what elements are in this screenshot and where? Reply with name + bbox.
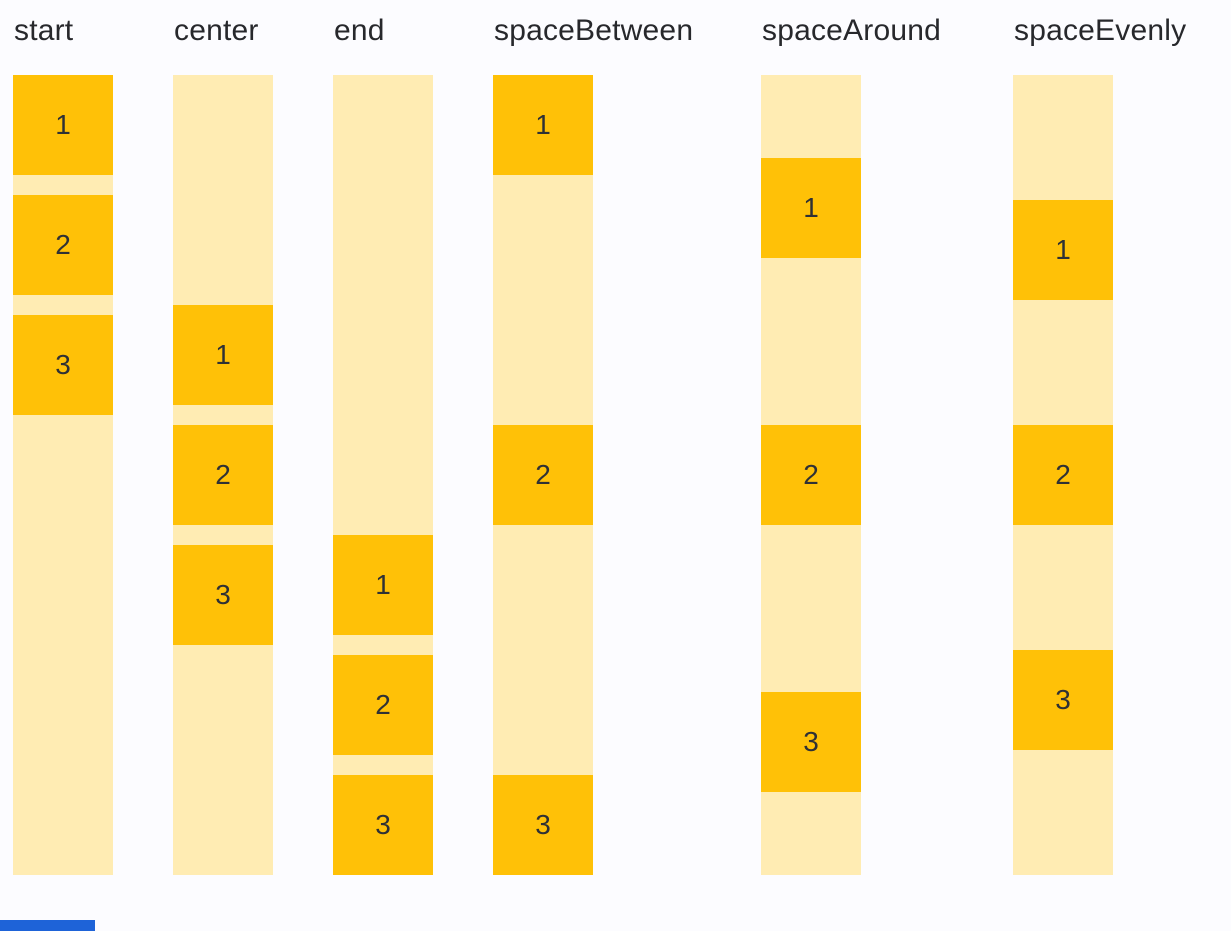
numbered-box: 2 [173,425,273,525]
column-label: start [14,14,74,47]
column-label: spaceBetween [494,14,694,47]
flex-container-track: 1 2 3 [173,75,273,875]
numbered-box: 3 [1013,650,1113,750]
column-label: center [174,14,259,47]
column-label: spaceAround [762,14,941,47]
numbered-box: 1 [761,158,861,259]
numbered-box: 1 [173,305,273,405]
flex-container-track: 1 2 3 [493,75,593,875]
column-label: end [334,14,385,47]
flex-container-track: 1 2 3 [333,75,433,875]
numbered-box: 3 [13,315,113,415]
numbered-box: 3 [761,691,861,792]
numbered-box: 2 [493,425,593,525]
numbered-box: 2 [13,195,113,295]
flex-container-track: 1 2 3 [13,75,113,875]
flex-container-track: 1 2 3 [761,75,861,875]
numbered-box: 1 [13,75,113,175]
numbered-box: 2 [333,655,433,755]
progress-bar [0,920,95,931]
numbered-box: 2 [761,424,861,525]
numbered-box: 1 [1013,200,1113,300]
numbered-box: 3 [333,775,433,875]
column-label: spaceEvenly [1014,14,1187,47]
numbered-box: 3 [493,775,593,875]
numbered-box: 1 [333,535,433,635]
numbered-box: 2 [1013,425,1113,525]
numbered-box: 3 [173,545,273,645]
flex-container-track: 1 2 3 [1013,75,1113,875]
numbered-box: 1 [493,75,593,175]
